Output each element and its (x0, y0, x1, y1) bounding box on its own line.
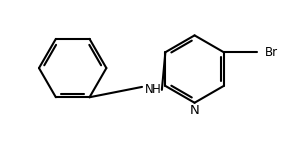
Text: N: N (145, 83, 154, 96)
Text: N: N (190, 104, 199, 117)
Text: Br: Br (265, 46, 278, 59)
Text: H: H (152, 83, 161, 96)
